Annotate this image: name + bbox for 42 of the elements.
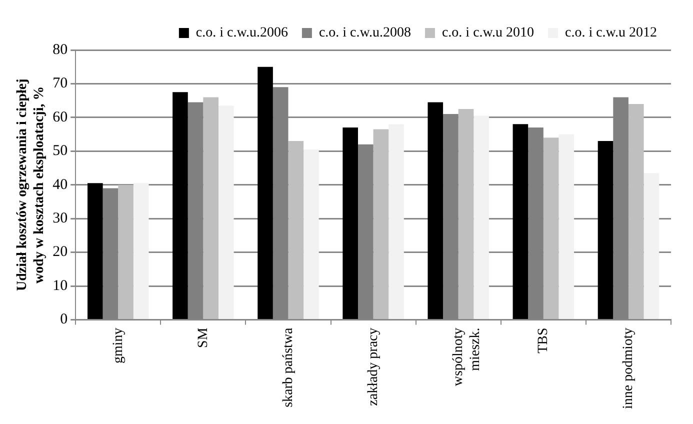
- y-tick-label: 20: [52, 244, 68, 260]
- bar: [458, 109, 474, 319]
- y-tick-label: 70: [52, 76, 68, 92]
- bar: [133, 183, 149, 319]
- bar: [88, 183, 103, 319]
- legend-label: c.o. i c.w.u.2008: [318, 26, 411, 41]
- y-tick-label: 50: [52, 143, 68, 160]
- y-tick-label: 0: [60, 312, 68, 328]
- bar: [474, 116, 489, 319]
- bar: [644, 173, 660, 319]
- bar: [512, 124, 528, 319]
- y-tick-label: 80: [52, 42, 68, 58]
- y-axis-title: Udział kosztów ogrzewania i ciepłej wody w kosztach eksploatacji, %: [15, 78, 47, 292]
- legend-label: c.o. i c.w.u 2012: [564, 26, 658, 41]
- y-tick-label: 10: [52, 278, 68, 294]
- bar: [543, 138, 559, 319]
- y-tick-label: 30: [52, 210, 68, 227]
- bar: [373, 129, 389, 319]
- x-tick-label: wspólnoty mieszk.: [451, 328, 483, 386]
- bar: [628, 104, 644, 319]
- y-tick-label: 40: [52, 176, 68, 193]
- x-tick-label: SM: [196, 327, 211, 348]
- bar: [218, 106, 234, 319]
- x-tick-label: gminy: [110, 328, 126, 364]
- bar: [304, 149, 319, 319]
- bar: [558, 134, 574, 319]
- legend-label: c.o. i c.w.u.2006: [196, 26, 288, 41]
- x-tick-label: zakłady pracy: [366, 328, 381, 406]
- bar: [428, 102, 444, 319]
- legend-label: c.o. i c.w.u 2010: [442, 26, 534, 41]
- bar: [598, 141, 614, 319]
- bar: [288, 141, 304, 319]
- x-tick-label: TBS: [536, 328, 552, 354]
- x-tick-label: skarb państwa: [280, 326, 296, 408]
- y-tick-label: 60: [52, 109, 68, 126]
- bar: [342, 128, 358, 319]
- bar: [118, 184, 134, 319]
- bar: [388, 124, 404, 319]
- bar: [258, 66, 273, 319]
- bar: [203, 97, 218, 319]
- bar: [172, 92, 188, 319]
- x-tick-label: inne podmioty: [621, 328, 636, 410]
